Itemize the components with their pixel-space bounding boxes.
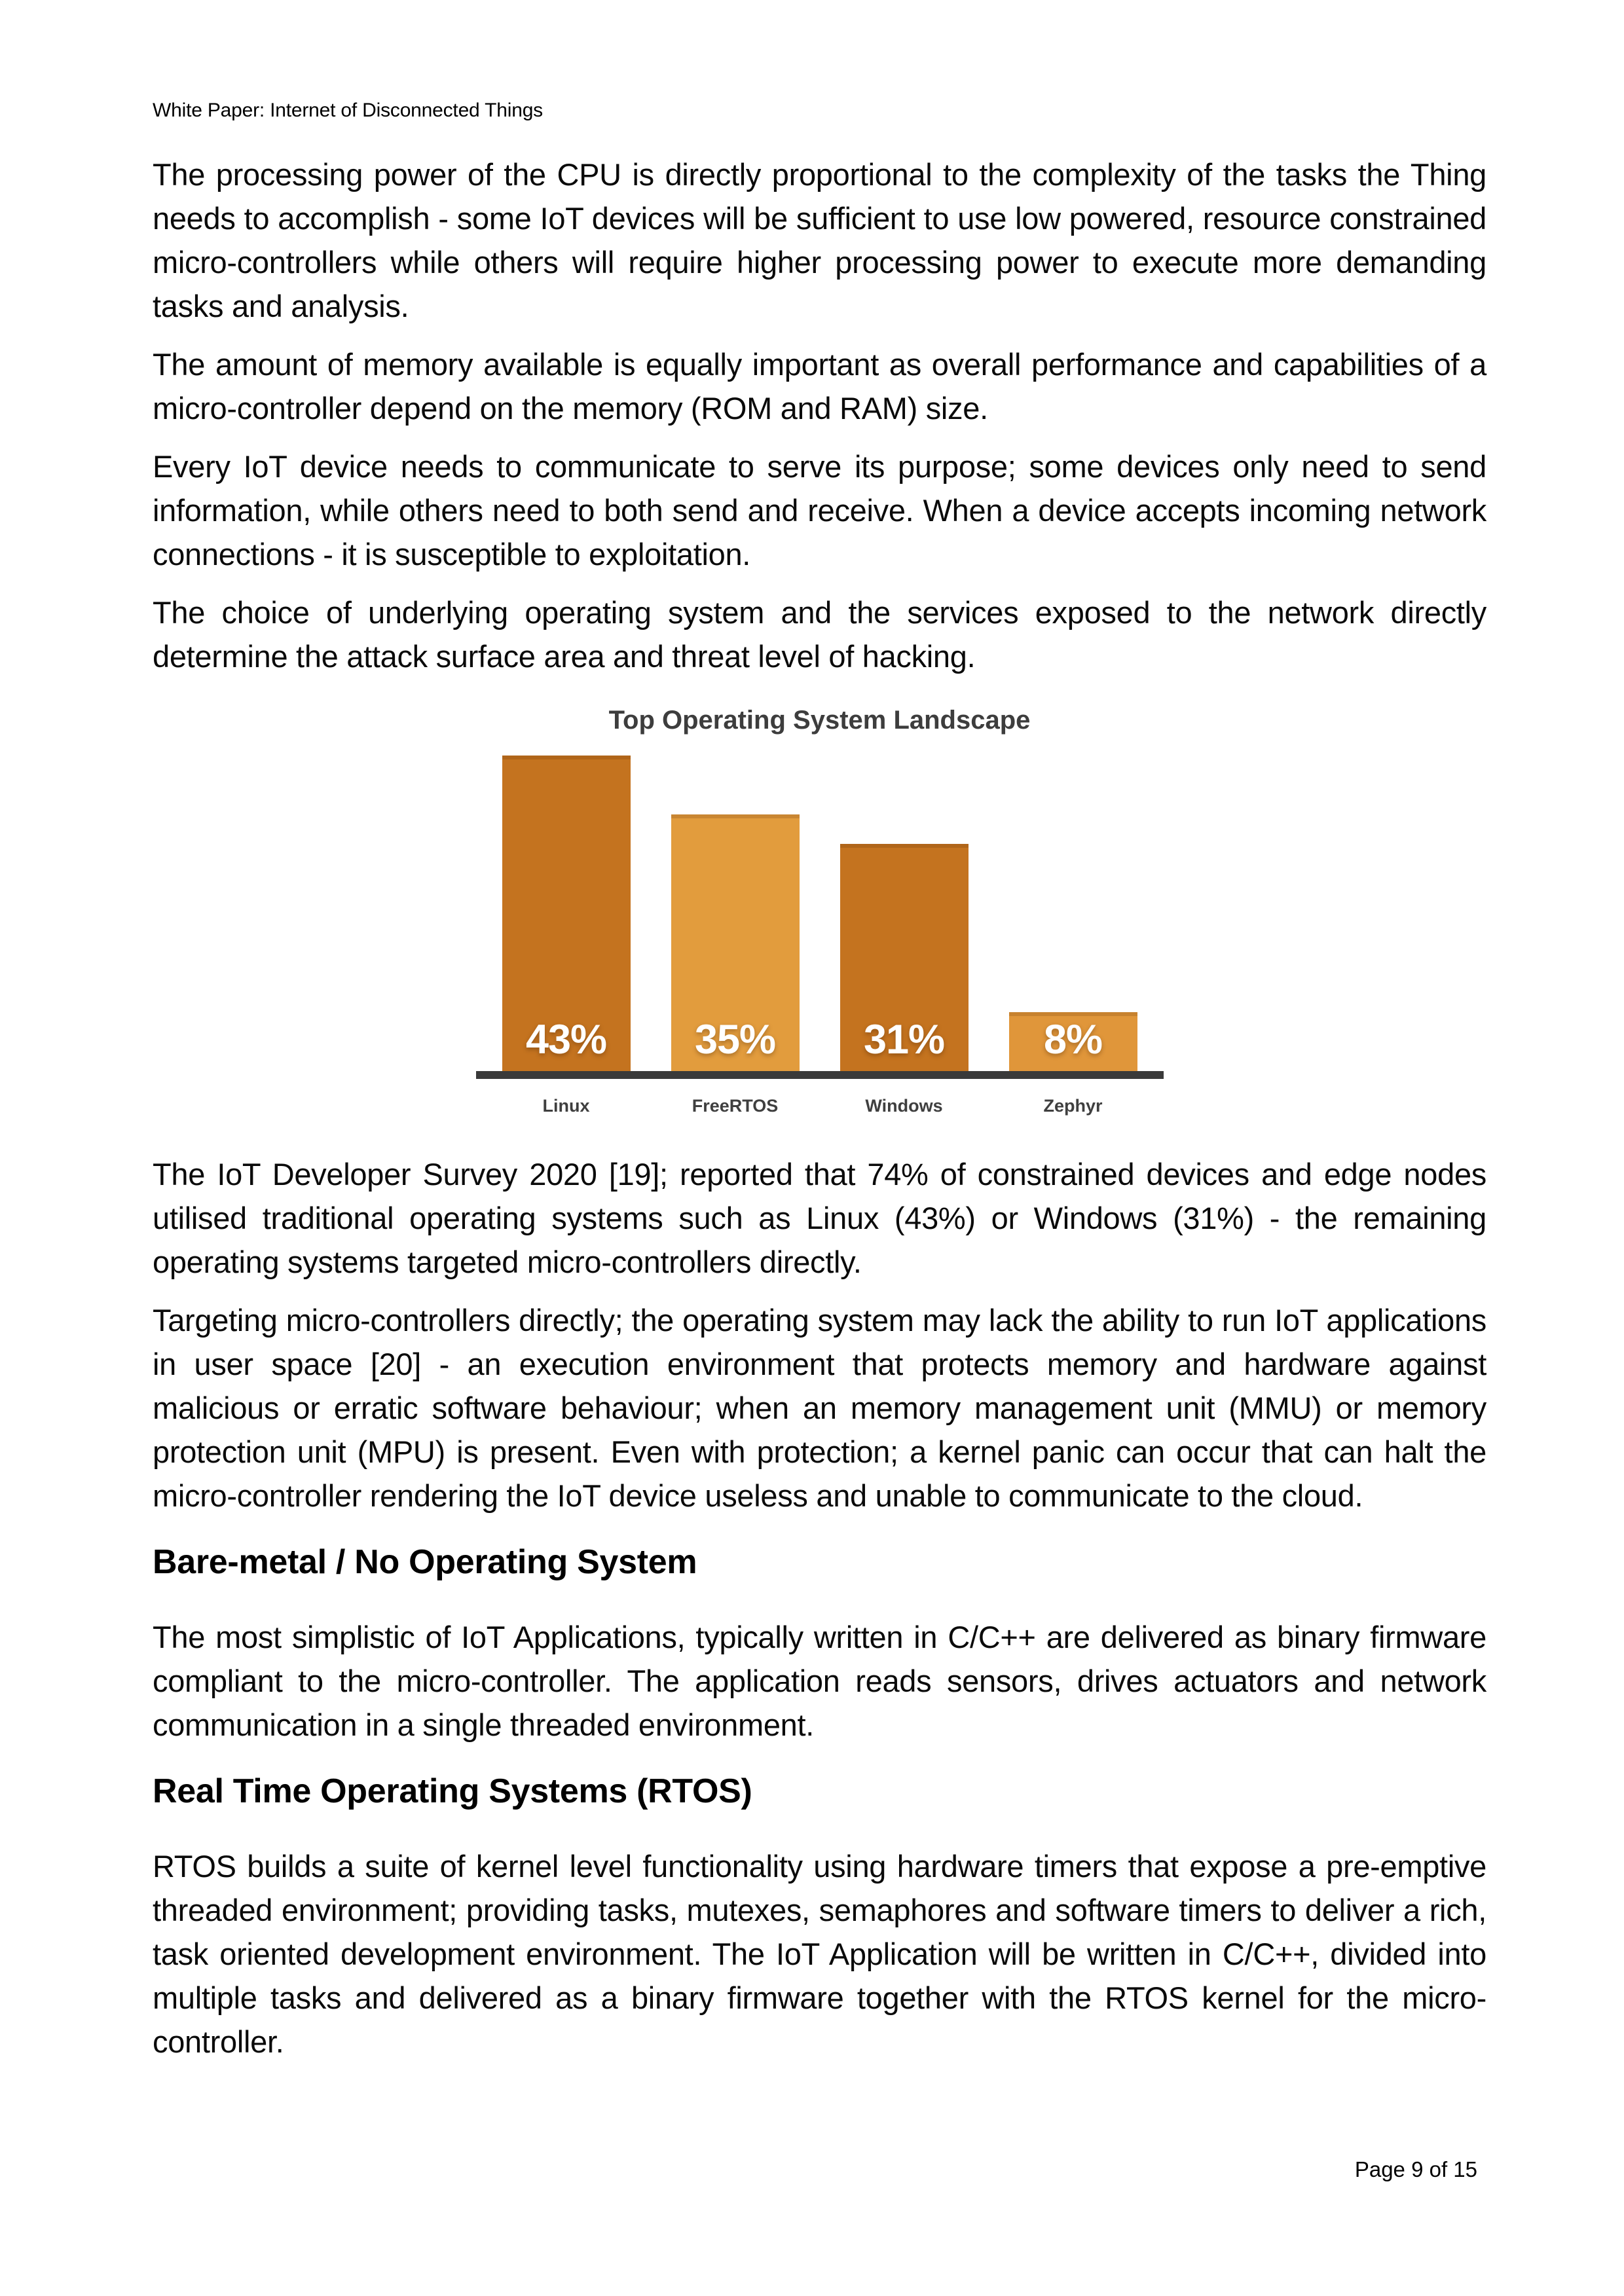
paragraph-communication: Every IoT device needs to communicate to… — [153, 449, 1486, 572]
chart-title: Top Operating System Landscape — [608, 706, 1031, 735]
chart-category-label: Zephyr — [1043, 1096, 1103, 1116]
chart-bar-zephyr: 8% — [1008, 1012, 1137, 1071]
chart-category-label: FreeRTOS — [692, 1096, 779, 1116]
chart-baseline — [475, 1071, 1164, 1079]
chart-plot: 43% 35% 31% 8% — [476, 756, 1164, 1071]
paragraph-rtos: RTOS builds a suite of kernel level func… — [153, 1849, 1486, 2059]
paragraph-targeting-mcu: Targeting micro-controllers directly; th… — [153, 1303, 1486, 1513]
os-landscape-bar-chart: Top Operating System Landscape 43% 35% 31%… — [475, 704, 1164, 1116]
page-header: White Paper: Internet of Disconnected Th… — [153, 100, 543, 121]
bar-value-label: 8% — [1043, 1017, 1103, 1063]
paragraph-os-choice: The choice of underlying operating syste… — [153, 595, 1486, 674]
heading-bare-metal: Bare-metal / No Operating System — [153, 1543, 697, 1581]
paragraph-memory: The amount of memory available is equall… — [153, 347, 1486, 426]
paragraph-cpu-power: The processing power of the CPU is direc… — [153, 157, 1486, 323]
paragraph-survey-2020: The IoT Developer Survey 2020 [19]; repo… — [153, 1157, 1486, 1279]
bar-value-label: 35% — [694, 1017, 776, 1063]
chart-category-labels: Linux FreeRTOS Windows Zephyr — [476, 1096, 1164, 1116]
chart-bar-windows: 31% — [840, 844, 969, 1071]
paragraph-bare-metal: The most simplistic of IoT Applications,… — [153, 1620, 1486, 1742]
bar-value-label: 43% — [525, 1017, 607, 1063]
chart-bar-freertos: 35% — [671, 814, 800, 1071]
bar-value-label: 31% — [863, 1017, 945, 1063]
heading-rtos: Real Time Operating Systems (RTOS) — [153, 1772, 752, 1810]
page-number: Page 9 of 15 — [1354, 2157, 1477, 2181]
chart-category-label: Linux — [542, 1096, 590, 1116]
chart-category-label: Windows — [865, 1096, 943, 1116]
chart-bar-linux: 43% — [502, 756, 631, 1071]
